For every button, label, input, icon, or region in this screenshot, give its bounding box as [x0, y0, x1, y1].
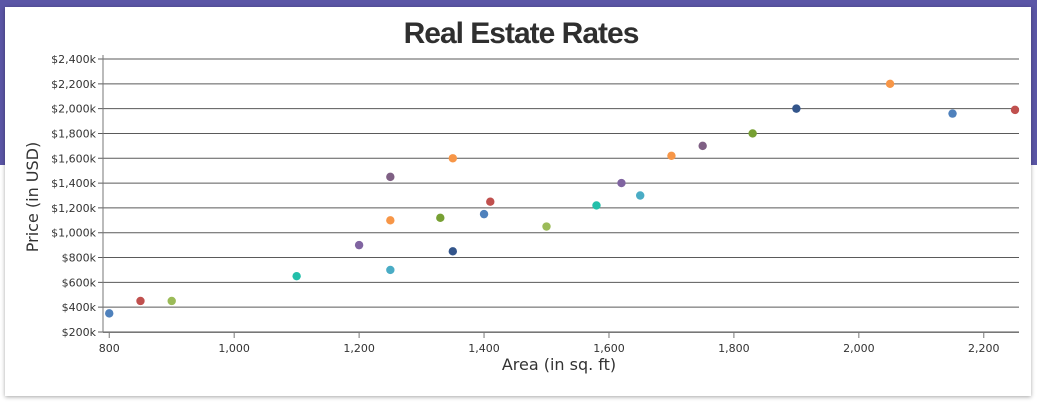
- data-point[interactable]: [105, 309, 114, 318]
- x-tick-label: 1,200: [343, 342, 375, 355]
- data-point[interactable]: [636, 191, 645, 200]
- x-tick-label: 1,600: [593, 342, 625, 355]
- y-tick-label: $600k: [62, 276, 97, 289]
- data-point[interactable]: [698, 141, 707, 151]
- x-axis-title: Area (in sq. ft): [502, 355, 616, 374]
- data-point[interactable]: [386, 265, 395, 275]
- x-axis-ticks: 800 1,000 1,200 1,400 1,600 1,800 2,000 2,200: [99, 332, 1000, 355]
- y-tick-label: $200k: [62, 326, 97, 339]
- chart-card: Real Estate Rates $200k $400k $600k $800k $1…: [5, 7, 1031, 396]
- data-point[interactable]: [748, 129, 757, 138]
- data-point[interactable]: [486, 197, 495, 206]
- x-tick-label: 2,200: [968, 342, 1000, 355]
- y-tick-label: $1,200k: [51, 202, 96, 215]
- x-tick-label: 800: [99, 342, 120, 355]
- y-tick-label: $2,200k: [51, 78, 96, 91]
- data-point[interactable]: [448, 154, 458, 163]
- y-axis-title: Price (in USD): [23, 142, 42, 252]
- data-points: [105, 79, 1020, 318]
- axes: [102, 55, 1019, 333]
- data-point[interactable]: [354, 240, 364, 250]
- data-point[interactable]: [1010, 105, 1020, 115]
- x-tick-label: 1,400: [468, 342, 500, 355]
- grid-lines: [98, 58, 1019, 333]
- data-point[interactable]: [667, 151, 676, 160]
- data-point[interactable]: [386, 216, 395, 225]
- y-tick-label: $1,800k: [51, 127, 96, 140]
- x-tick-label: 1,000: [218, 342, 250, 355]
- y-tick-label: $1,400k: [51, 177, 96, 190]
- chart-title: Real Estate Rates: [404, 17, 639, 50]
- x-tick-label: 1,800: [718, 342, 750, 355]
- data-point[interactable]: [885, 79, 895, 89]
- data-point[interactable]: [617, 178, 626, 188]
- data-point[interactable]: [948, 109, 957, 118]
- data-point[interactable]: [292, 271, 301, 281]
- data-point[interactable]: [479, 209, 489, 219]
- y-tick-label: $800k: [62, 252, 97, 265]
- data-point[interactable]: [386, 172, 395, 182]
- data-point[interactable]: [792, 104, 801, 113]
- y-tick-label: $1,000k: [51, 227, 96, 240]
- y-tick-label: $1,600k: [51, 152, 96, 165]
- data-point[interactable]: [167, 296, 176, 306]
- x-tick-label: 2,000: [843, 342, 875, 355]
- y-tick-label: $2,400k: [51, 53, 96, 66]
- y-tick-label: $2,000k: [51, 103, 96, 116]
- scatter-chart: Real Estate Rates $200k $400k $600k $800k $1…: [23, 17, 1020, 374]
- data-point[interactable]: [592, 201, 601, 210]
- data-point[interactable]: [448, 247, 458, 256]
- y-axis-ticks: $200k $400k $600k $800k $1,000k $1,200k $1,400…: [51, 53, 96, 339]
- data-point[interactable]: [436, 213, 445, 223]
- data-point[interactable]: [542, 222, 551, 231]
- y-tick-label: $400k: [62, 301, 97, 314]
- data-point[interactable]: [136, 296, 145, 306]
